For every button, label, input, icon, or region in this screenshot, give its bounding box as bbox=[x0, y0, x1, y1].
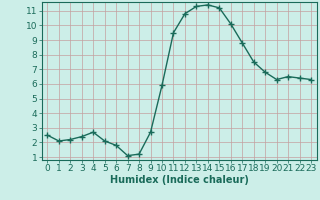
X-axis label: Humidex (Indice chaleur): Humidex (Indice chaleur) bbox=[110, 175, 249, 185]
